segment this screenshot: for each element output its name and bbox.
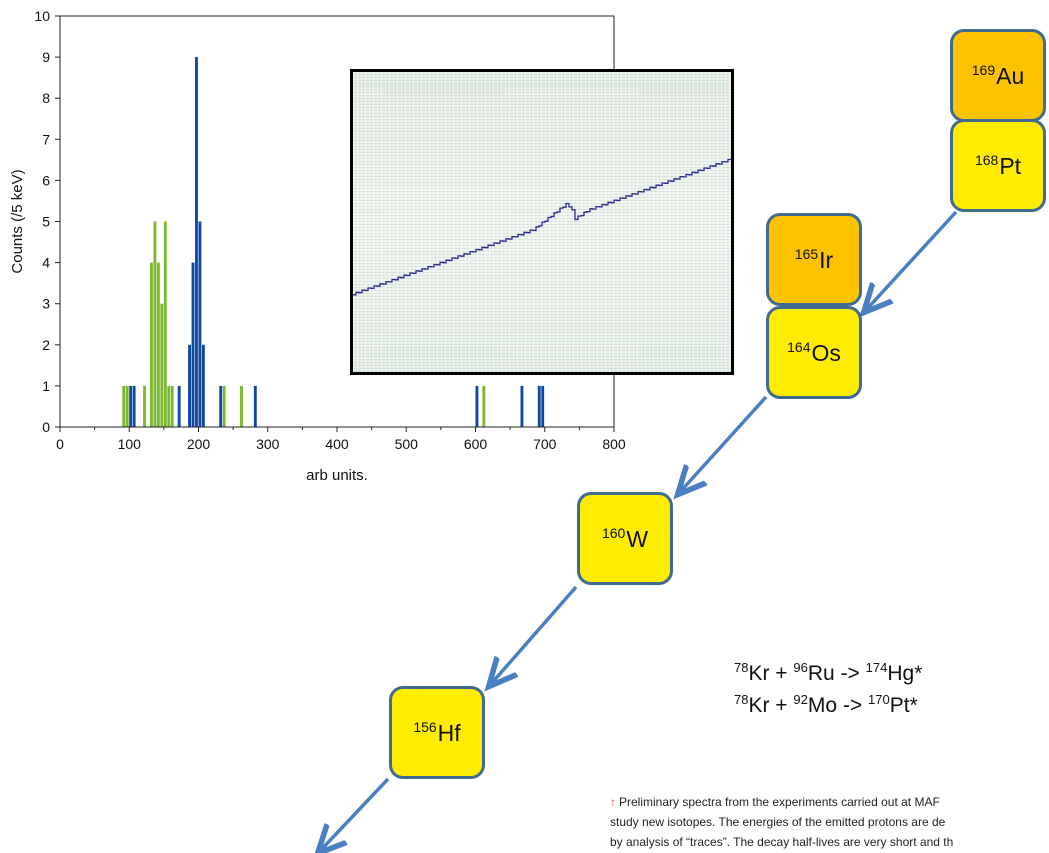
target-mass: 96	[793, 660, 808, 675]
projectile: Kr	[748, 694, 770, 717]
reaction-line-2: 78Kr + 92Mo -> 170Pt*	[734, 692, 918, 717]
bar-series1-0	[122, 385, 126, 427]
bar-series1-8	[167, 385, 171, 427]
product: Hg*	[887, 662, 923, 685]
element-symbol: W	[626, 525, 649, 552]
trace-line	[353, 158, 731, 296]
bar-series2-8	[219, 385, 223, 427]
bar-series2-11	[520, 385, 524, 427]
element-symbol: Hf	[437, 719, 461, 746]
x-axis-label: arb units.	[306, 467, 368, 484]
projectile-mass: 78	[734, 660, 749, 675]
caption-line-2: study new isotopes. The energies of the …	[610, 815, 946, 829]
nuclide-pt168: 168Pt	[950, 119, 1046, 212]
bar-series2-10	[475, 385, 479, 427]
nuclide-w160: 160W	[577, 492, 673, 585]
y-tick-label-4: 4	[42, 255, 50, 271]
target-mass: 92	[793, 692, 808, 707]
arrow-pt168-to-os164	[866, 210, 958, 310]
bar-series2-2	[177, 385, 181, 427]
mass-number: 168	[974, 151, 999, 168]
bar-series1-5	[156, 262, 160, 427]
bar-series2-4	[191, 262, 195, 427]
element-symbol: Pt	[999, 152, 1022, 179]
reaction-line-1: 78Kr + 96Ru -> 174Hg*	[734, 660, 923, 685]
projectile-mass: 78	[734, 692, 749, 707]
mass-number: 156	[413, 718, 437, 735]
bar-series2-3	[188, 344, 191, 427]
y-tick-label-0: 0	[42, 419, 50, 435]
y-tick-label-9: 9	[42, 49, 50, 65]
x-tick-label-6: 600	[464, 436, 488, 452]
up-arrow-icon: ↑	[610, 795, 616, 809]
bar-series2-7	[201, 344, 205, 427]
nuclide-os164: 164Os	[766, 306, 862, 399]
element-symbol: Os	[811, 339, 841, 366]
y-axis-label: Counts (/5 keV)	[9, 169, 26, 273]
x-tick-label-1: 100	[118, 436, 142, 452]
x-tick-label-3: 300	[256, 436, 280, 452]
bar-series2-5	[195, 57, 198, 427]
projectile: Kr	[748, 662, 770, 685]
bar-series1-12	[482, 385, 486, 427]
caption-line-3: by analysis of “traces”. The decay half-…	[610, 835, 954, 849]
reaction-equations: 78Kr + 96Ru -> 174Hg* 78Kr + 92Mo -> 170…	[734, 655, 922, 719]
bar-series1-3	[150, 262, 153, 427]
x-tick-label-0: 0	[56, 436, 64, 452]
y-tick-label-1: 1	[42, 378, 50, 394]
mass-number: 160	[601, 524, 626, 541]
arrow-os164-to-w160	[680, 395, 768, 492]
x-tick-label-5: 500	[395, 436, 419, 452]
bar-series1-4	[153, 221, 157, 427]
y-tick-label-5: 5	[42, 214, 50, 230]
spectrum-chart: 0 100 200 300 400 500 600 700 800 0 1 2 3 4 5 6 7 8 9 10 ar…	[9, 8, 626, 484]
y-tick-label-10: 10	[34, 8, 50, 24]
figure-caption: ↑ Preliminary spectra from the experiment…	[610, 792, 1049, 853]
nuclide-hf156: 156Hf	[389, 686, 485, 779]
bar-series1-9	[170, 385, 174, 427]
target: Ru	[807, 662, 835, 685]
mass-number: 164	[787, 338, 811, 355]
bar-series2-9	[253, 385, 257, 427]
bar-series1-7	[163, 221, 167, 427]
element-symbol: Au	[996, 62, 1025, 89]
bar-series2-1	[132, 385, 136, 427]
trace-inset-photo	[350, 69, 734, 375]
product-mass: 170	[868, 692, 890, 707]
bar-series2-13	[541, 385, 545, 427]
y-tick-label-2: 2	[42, 337, 50, 353]
target: Mo	[807, 694, 838, 717]
x-tick-label-7: 700	[533, 436, 557, 452]
arrow-w160-to-hf156	[491, 585, 578, 684]
y-tick-label-8: 8	[42, 90, 50, 106]
product-mass: 174	[865, 660, 888, 675]
histogram-bars	[122, 57, 545, 427]
y-tick-label-6: 6	[42, 172, 50, 188]
caption-text-1: Preliminary spectra from the experiments…	[619, 795, 940, 809]
element-symbol: Ir	[819, 246, 834, 273]
bar-series1-6	[160, 303, 164, 427]
bar-series1-1	[125, 385, 129, 427]
bar-series2-12	[537, 385, 541, 427]
product: Pt*	[889, 694, 918, 717]
trace-screen	[353, 158, 731, 296]
y-tick-label-7: 7	[42, 131, 50, 147]
arrow-hf156-down	[320, 777, 390, 851]
bar-series2-6	[198, 221, 202, 427]
mass-number: 169	[971, 61, 996, 78]
nuclide-au169: 169Au	[950, 29, 1046, 122]
bar-series1-2	[143, 385, 146, 427]
axis-ticks: 0 100 200 300 400 500 600 700 800 0 1 2 3 4 5 6 7 8 9 10	[34, 8, 625, 452]
y-tick-label-3: 3	[42, 296, 50, 312]
mass-number: 165	[794, 245, 819, 262]
bar-series1-11	[240, 385, 243, 427]
caption-line-1: ↑ Preliminary spectra from the experiment…	[610, 792, 1049, 812]
x-tick-label-2: 200	[187, 436, 211, 452]
x-tick-label-4: 400	[325, 436, 349, 452]
bar-series1-10	[222, 385, 226, 427]
x-tick-label-8: 800	[602, 436, 626, 452]
bar-series2-0	[129, 385, 133, 427]
nuclide-ir165: 165Ir	[766, 213, 862, 306]
